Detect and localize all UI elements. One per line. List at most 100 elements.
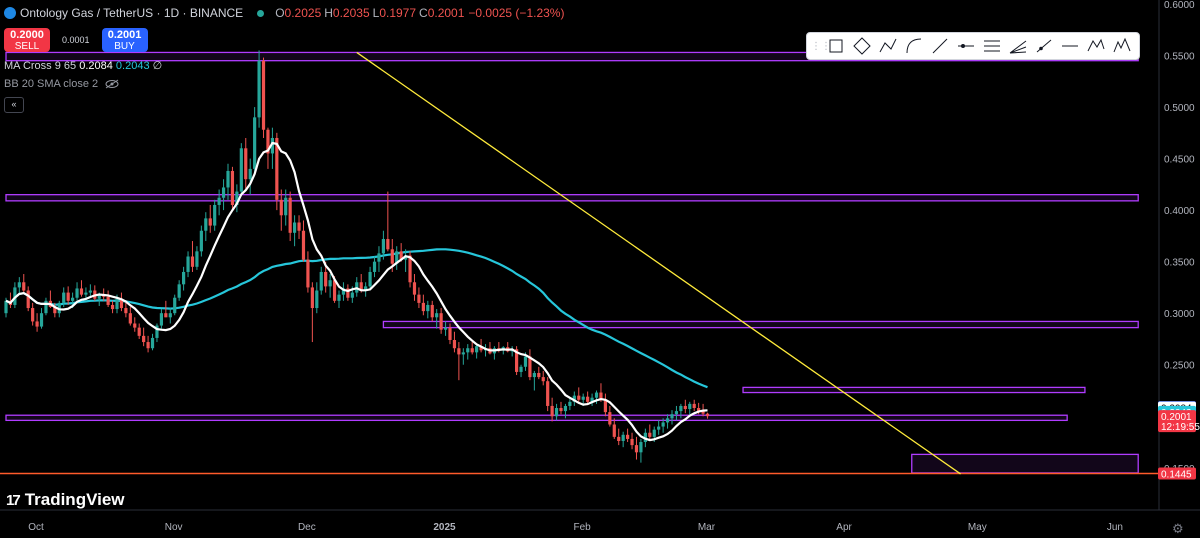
candle-body[interactable] <box>626 434 630 439</box>
candle-body[interactable] <box>657 426 661 430</box>
candle-body[interactable] <box>377 253 381 262</box>
horizontal-zone[interactable] <box>5 414 1068 422</box>
path-icon[interactable] <box>875 35 901 57</box>
candle-body[interactable] <box>22 282 26 291</box>
candle-body[interactable] <box>284 197 288 216</box>
candle-body[interactable] <box>679 405 683 412</box>
candle-body[interactable] <box>563 405 568 412</box>
candle-body[interactable] <box>568 401 572 406</box>
candle-body[interactable] <box>221 187 226 198</box>
candle-body[interactable] <box>208 218 212 226</box>
candle-body[interactable] <box>35 321 39 327</box>
candle-body[interactable] <box>168 313 172 318</box>
candle-body[interactable] <box>683 405 687 410</box>
candle-body[interactable] <box>412 282 417 295</box>
candle-body[interactable] <box>119 298 124 309</box>
candle-body[interactable] <box>248 168 252 180</box>
candle-body[interactable] <box>457 348 461 355</box>
candle-body[interactable] <box>586 396 590 402</box>
horizontal-line-icon[interactable] <box>1057 35 1083 57</box>
candle-body[interactable] <box>674 411 679 415</box>
candle-body[interactable] <box>332 280 337 301</box>
candle-body[interactable] <box>550 405 554 417</box>
candle-body[interactable] <box>4 300 8 314</box>
candle-body[interactable] <box>452 339 457 349</box>
candle-body[interactable] <box>612 424 616 437</box>
pattern-icon[interactable] <box>1083 35 1109 57</box>
elliott-wave-icon[interactable] <box>1109 35 1135 57</box>
candle-body[interactable] <box>470 348 474 353</box>
candle-body[interactable] <box>643 432 647 443</box>
candle-body[interactable] <box>204 218 208 231</box>
candle-body[interactable] <box>688 403 692 410</box>
candle-body[interactable] <box>368 271 372 287</box>
buy-button[interactable]: 0.2001 BUY <box>101 28 148 52</box>
candle-body[interactable] <box>324 271 328 287</box>
sell-button[interactable]: 0.2000 SELL <box>4 28 50 52</box>
candle-body[interactable] <box>17 282 21 288</box>
candle-body[interactable] <box>648 432 652 437</box>
candle-body[interactable] <box>546 381 550 406</box>
candle-body[interactable] <box>306 259 310 288</box>
candle-body[interactable] <box>53 307 57 314</box>
candle-body[interactable] <box>199 230 203 252</box>
candle-body[interactable] <box>213 204 217 226</box>
candle-body[interactable] <box>581 396 585 400</box>
candle-body[interactable] <box>297 222 301 231</box>
candle-body[interactable] <box>128 313 132 324</box>
candle-body[interactable] <box>173 297 177 314</box>
candle-body[interactable] <box>541 377 545 382</box>
horizontal-zone[interactable] <box>382 320 1139 329</box>
candle-body[interactable] <box>523 356 528 367</box>
candle-body[interactable] <box>239 148 243 192</box>
candle-body[interactable] <box>439 313 443 330</box>
candle-body[interactable] <box>661 422 665 427</box>
candle-body[interactable] <box>226 170 230 188</box>
candle-body[interactable] <box>159 313 163 326</box>
candle-body[interactable] <box>150 337 155 349</box>
candle-body[interactable] <box>346 288 350 298</box>
candle-body[interactable] <box>532 372 536 378</box>
candle-body[interactable] <box>319 271 323 291</box>
candle-body[interactable] <box>270 137 274 154</box>
candle-body[interactable] <box>599 392 603 400</box>
candle-body[interactable] <box>288 197 292 233</box>
candle-body[interactable] <box>466 348 470 353</box>
candle-body[interactable] <box>195 251 199 267</box>
candle-body[interactable] <box>190 256 195 267</box>
candle-body[interactable] <box>142 335 146 343</box>
candle-body[interactable] <box>244 148 248 180</box>
candle-body[interactable] <box>617 436 621 441</box>
candle-body[interactable] <box>537 372 541 378</box>
candle-body[interactable] <box>293 222 297 233</box>
candle-body[interactable] <box>381 238 385 254</box>
candle-body[interactable] <box>608 412 612 425</box>
horizontal-zone[interactable] <box>5 194 1139 202</box>
candle-body[interactable] <box>630 438 634 446</box>
candle-body[interactable] <box>697 408 701 412</box>
candle-body[interactable] <box>341 288 346 295</box>
candle-body[interactable] <box>461 352 465 355</box>
candle-body[interactable] <box>315 290 319 309</box>
candle-body[interactable] <box>84 292 88 295</box>
candle-body[interactable] <box>275 137 279 200</box>
candle-body[interactable] <box>164 313 168 318</box>
candle-body[interactable] <box>235 191 239 205</box>
candle-body[interactable] <box>115 298 119 310</box>
candle-body[interactable] <box>279 199 283 216</box>
candle-body[interactable] <box>705 413 710 417</box>
candle-body[interactable] <box>310 287 314 309</box>
rectangle-icon[interactable] <box>823 35 849 57</box>
ray-icon[interactable] <box>1031 35 1057 57</box>
candle-body[interactable] <box>479 346 483 351</box>
rotated-rectangle-icon[interactable] <box>849 35 875 57</box>
candle-body[interactable] <box>603 399 607 413</box>
candle-body[interactable] <box>386 238 390 250</box>
candle-body[interactable] <box>590 397 594 402</box>
candle-body[interactable] <box>301 230 306 260</box>
candle-body[interactable] <box>515 349 519 372</box>
candle-body[interactable] <box>39 313 44 327</box>
candle-body[interactable] <box>554 408 559 417</box>
candle-body[interactable] <box>79 288 84 295</box>
